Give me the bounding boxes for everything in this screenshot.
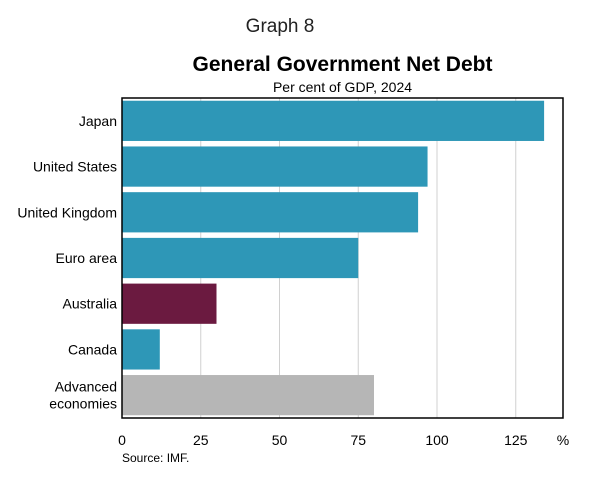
bar	[122, 100, 545, 141]
bar	[122, 329, 160, 370]
bar	[122, 237, 359, 279]
chart-subtitle: Per cent of GDP, 2024	[272, 79, 413, 95]
category-label: United Kingdom	[17, 204, 117, 220]
category-label: Japan	[79, 113, 117, 129]
x-tick-label: 0	[118, 432, 126, 448]
category-label: Advanced	[55, 379, 117, 395]
category-label: Australia	[63, 296, 118, 312]
bar	[122, 283, 217, 324]
category-label: Canada	[68, 341, 117, 357]
x-tick-label: 25	[193, 432, 209, 448]
x-tick-labels: 0 25 50 75 100 125	[118, 432, 528, 448]
category-label: economies	[49, 396, 117, 412]
x-tick-label: 75	[350, 432, 366, 448]
chart-title: General Government Net Debt	[192, 53, 493, 76]
source-note: Source: IMF.	[122, 451, 190, 465]
category-label: United States	[33, 159, 117, 175]
bar	[122, 192, 419, 233]
bar	[122, 146, 428, 187]
x-tick-label: 100	[425, 432, 449, 448]
x-tick-label: 125	[504, 432, 528, 448]
graph-label: Graph 8	[245, 16, 315, 37]
category-labels: Japan United States United Kingdom Euro are…	[17, 113, 117, 412]
category-label: Euro area	[56, 250, 118, 266]
plot-frame	[121, 97, 564, 419]
x-tick-label: 50	[272, 432, 288, 448]
bars	[122, 100, 545, 416]
x-unit-label: %	[557, 432, 569, 448]
bar	[122, 375, 374, 416]
